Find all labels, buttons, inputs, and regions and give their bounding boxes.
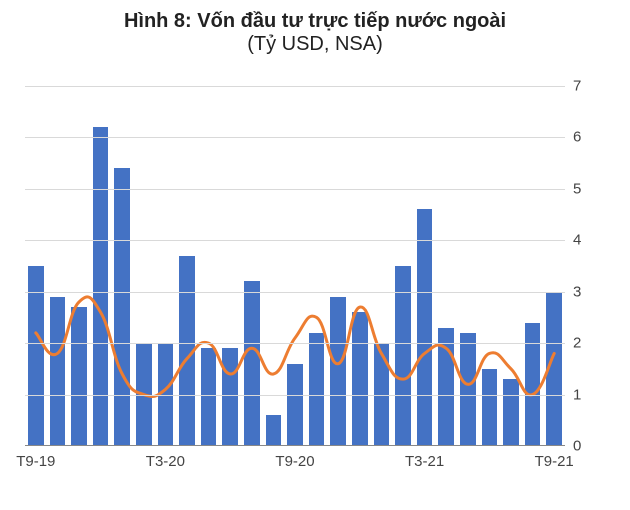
y-tick-label: 1 [573, 386, 581, 403]
line-series [36, 297, 554, 397]
y-tick-label: 3 [573, 283, 581, 300]
x-axis: T9-19T3-20T9-20T3-21T9-21 [25, 451, 565, 481]
x-axis-line [25, 445, 565, 446]
x-tick-label: T9-21 [535, 453, 574, 470]
y-tick-label: 6 [573, 129, 581, 146]
y-axis: 01234567 [573, 86, 613, 446]
x-tick-label: T9-19 [16, 453, 55, 470]
y-tick-label: 7 [573, 78, 581, 95]
gridline [25, 395, 565, 396]
line-layer [25, 86, 565, 446]
y-tick-label: 2 [573, 335, 581, 352]
gridline [25, 240, 565, 241]
chart-subtitle: (Tỷ USD, NSA) [15, 33, 615, 56]
gridline [25, 86, 565, 87]
y-tick-label: 5 [573, 180, 581, 197]
x-tick-label: T3-21 [405, 453, 444, 470]
x-tick-label: T9-20 [275, 453, 314, 470]
gridline [25, 292, 565, 293]
plot-area [25, 86, 565, 446]
gridline [25, 137, 565, 138]
y-tick-label: 0 [573, 438, 581, 455]
y-tick-label: 4 [573, 232, 581, 249]
gridline [25, 343, 565, 344]
chart-title-block: Hình 8: Vốn đầu tư trực tiếp nước ngoài … [15, 10, 615, 56]
x-tick-label: T3-20 [146, 453, 185, 470]
gridline [25, 189, 565, 190]
chart: 0 1 2 3 4 5 6 7 T9-19 T3-20 T9-20 T3-21 T9-21 [15, 76, 615, 486]
chart-title: Hình 8: Vốn đầu tư trực tiếp nước ngoài [15, 10, 615, 33]
